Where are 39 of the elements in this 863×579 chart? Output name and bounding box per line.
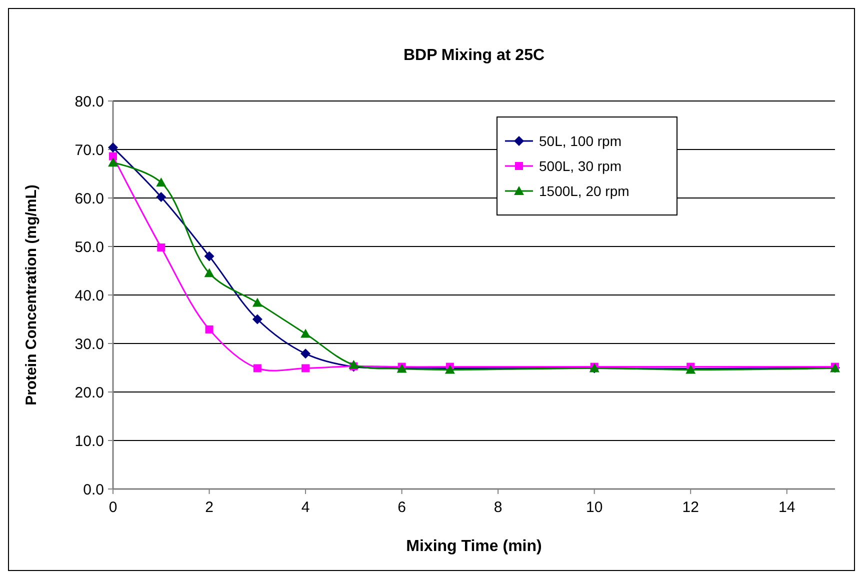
x-tick-label: 6 [398,499,406,516]
point [302,364,310,372]
y-axis-title: Protein Concentration (mg/mL) [23,184,40,406]
point [108,142,118,153]
point [348,360,359,369]
point [108,158,118,167]
point [252,298,262,307]
y-tick-label: 40.0 [74,287,104,304]
point [205,325,214,334]
x-tick-label: 14 [778,499,796,516]
y-tick-label: 10.0 [74,432,104,450]
point [156,177,166,186]
y-tick-label: 80.0 [74,93,104,110]
point [157,243,166,252]
legend-label: 500L, 30 rpm [539,158,622,174]
x-tick-label: 0 [108,499,118,516]
point [204,268,214,278]
x-tick-label: 12 [682,499,699,516]
point [300,348,311,359]
chart-title: BDP Mixing at 25C [403,47,545,64]
y-tick-label: 60.0 [74,190,104,208]
point [156,192,166,202]
point [204,251,214,262]
y-tick-label: 20.0 [74,384,104,402]
y-tick-label: 70.0 [74,142,104,159]
x-tick-label: 4 [301,499,310,516]
point [300,328,311,338]
x-tick-label: 2 [205,499,214,516]
x-axis-title: Mixing Time (min) [406,538,542,555]
point [252,314,262,324]
y-tick-label: 50.0 [74,238,104,256]
y-tick-label: 0.0 [83,481,104,498]
legend-label: 50L, 100 rpm [539,132,622,149]
legend-label: 1500L, 20 rpm [539,182,630,199]
point [109,152,117,160]
x-tick-label: 8 [494,499,502,516]
x-tick-label: 10 [586,499,603,516]
point [253,364,262,372]
y-tick-label: 30.0 [74,336,104,353]
